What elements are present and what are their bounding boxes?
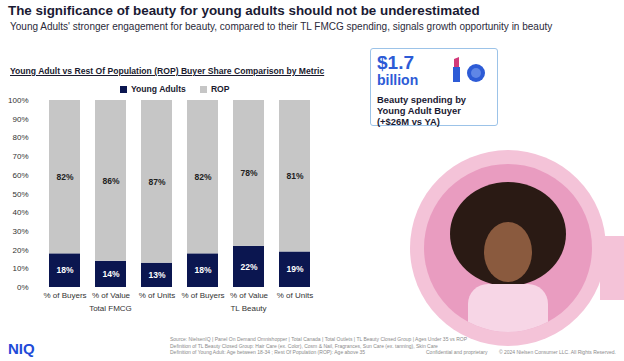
svg-text:40%: 40% [12,208,28,217]
svg-text:70%: 70% [12,152,28,161]
svg-text:% of Value: % of Value [230,291,269,300]
svg-text:80%: 80% [12,133,28,142]
svg-text:10%: 10% [12,264,28,273]
svg-text:% of Units: % of Units [277,291,313,300]
html-text:Source: NielsenIQ | Panel On D: Source: NielsenIQ | Panel On Demand Omni… [170,336,467,342]
svg-text:86%: 86% [102,176,119,186]
html-text:The significance of beauty for: The significance of beauty for young adu… [8,3,480,18]
svg-text:82%: 82% [194,172,211,182]
html-text:Young Adults: Young Adults [131,84,186,94]
svg-text:50%: 50% [12,190,28,199]
svg-text:87%: 87% [148,177,165,187]
svg-text:30%: 30% [12,227,28,236]
svg-text:90%: 90% [12,115,28,124]
html-text:$1.7: $1.7 [377,52,414,73]
svg-text:81%: 81% [286,171,303,181]
html-text:Definition of Young Adult: Age: Definition of Young Adult: Age between 1… [170,349,366,355]
html-text:Beauty spending by Young Adult: Beauty spending by Young Adult Buyer (+$… [377,94,467,127]
svg-text:78%: 78% [240,168,257,178]
html-text:Young Adult vs Rest Of Populat: Young Adult vs Rest Of Population (ROP) … [10,66,325,76]
svg-text:100%: 100% [8,96,28,105]
svg-text:82%: 82% [56,172,73,182]
svg-text:20%: 20% [12,246,28,255]
svg-text:% of Units: % of Units [139,291,175,300]
html-text:billion: billion [377,72,419,88]
svg-text:14%: 14% [102,269,119,279]
html-text:ROP: ROP [210,84,230,94]
html-text:Total FMCG: Total FMCG [89,304,132,313]
svg-text:0%: 0% [17,283,29,292]
svg-text:% of Value: % of Value [92,291,131,300]
html-text:Young Adults' stronger engagem: Young Adults' stronger engagement for be… [10,21,553,32]
svg-text:13%: 13% [148,270,165,280]
html-text:Confidential and proprietary: Confidential and proprietary [426,349,488,355]
svg-text:19%: 19% [286,264,303,274]
svg-text:% of Buyers: % of Buyers [43,291,86,300]
svg-text:60%: 60% [12,171,28,180]
svg-text:% of Buyers: % of Buyers [181,291,224,300]
html-text:NIQ: NIQ [8,340,35,357]
svg-text:18%: 18% [56,265,73,275]
svg-text:22%: 22% [240,262,257,272]
html-text:Definition of TL Beauty Closed: Definition of TL Beauty Closed Group: Ha… [170,342,438,349]
html-text:TL Beauty: TL Beauty [230,304,267,313]
html-text:© 2024 Nielsen Consumer LLC. A: © 2024 Nielsen Consumer LLC. All Rights … [498,349,616,355]
svg-text:18%: 18% [194,265,211,275]
